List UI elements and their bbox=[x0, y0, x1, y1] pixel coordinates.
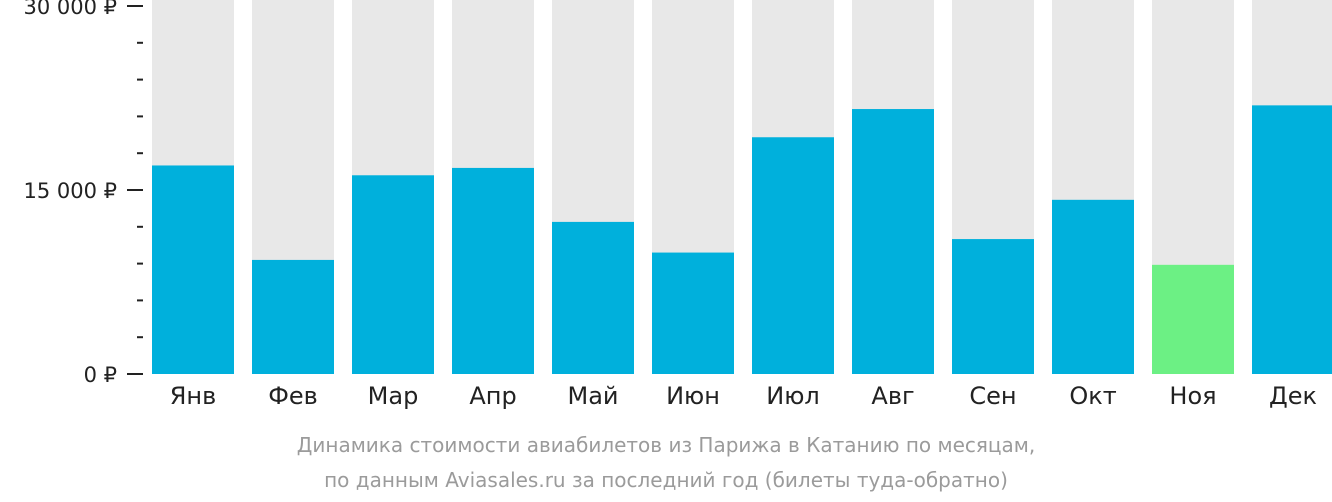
x-tick-label: Июн bbox=[666, 382, 720, 410]
bar-4[interactable] bbox=[452, 167, 534, 374]
chart-caption-line-2: по данным Aviasales.ru за последний год … bbox=[324, 468, 1008, 492]
x-tick-label: Дек bbox=[1269, 382, 1317, 410]
x-tick-label: Ноя bbox=[1169, 382, 1216, 410]
bar-6[interactable] bbox=[652, 252, 734, 374]
x-tick-label: Июл bbox=[766, 382, 820, 410]
x-tick-label: Авг bbox=[871, 382, 914, 410]
bar-10[interactable] bbox=[1052, 199, 1134, 374]
bar-11[interactable] bbox=[1152, 264, 1234, 374]
bar-9[interactable] bbox=[952, 239, 1034, 374]
x-tick-label: Окт bbox=[1069, 382, 1116, 410]
bar-8[interactable] bbox=[852, 109, 934, 374]
y-tick-label: 15 000 ₽ bbox=[23, 179, 117, 203]
bar-7[interactable] bbox=[752, 137, 834, 374]
bar-12[interactable] bbox=[1252, 105, 1332, 375]
y-tick-label: 30 000 ₽ bbox=[23, 0, 117, 19]
x-axis: Янв Фев Мар Апр Май Июн Июл Авг Сен Окт Ноя Дек bbox=[170, 382, 1317, 410]
x-tick-label: Апр bbox=[469, 382, 516, 410]
x-tick-label: Мар bbox=[368, 382, 419, 410]
bar-1[interactable] bbox=[152, 165, 234, 374]
chart-caption-line-1: Динамика стоимости авиабилетов из Парижа… bbox=[296, 433, 1036, 457]
y-axis: 0 ₽ 15 000 ₽ 30 000 ₽ bbox=[23, 0, 143, 387]
x-tick-label: Фев bbox=[268, 382, 318, 410]
bar-3[interactable] bbox=[352, 175, 434, 374]
y-tick-label: 0 ₽ bbox=[84, 363, 117, 387]
bar-2[interactable] bbox=[252, 259, 334, 374]
x-tick-label: Сен bbox=[969, 382, 1016, 410]
x-tick-label: Янв bbox=[170, 382, 217, 410]
bar-5[interactable] bbox=[552, 221, 634, 374]
bars bbox=[152, 105, 1332, 375]
x-tick-label: Май bbox=[567, 382, 618, 410]
